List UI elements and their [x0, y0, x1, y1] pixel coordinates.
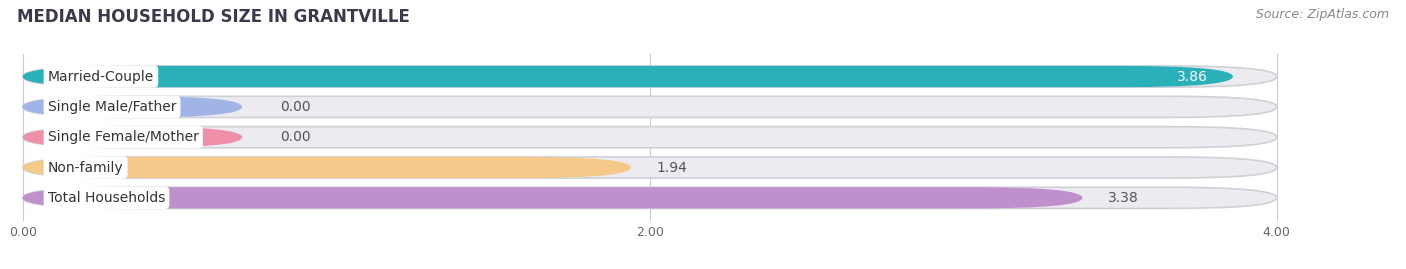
FancyBboxPatch shape	[22, 127, 1277, 148]
Text: Total Households: Total Households	[48, 191, 165, 205]
Text: 3.86: 3.86	[1177, 70, 1208, 84]
FancyBboxPatch shape	[22, 157, 631, 178]
Text: Non-family: Non-family	[48, 161, 124, 175]
FancyBboxPatch shape	[22, 187, 1083, 208]
Text: Source: ZipAtlas.com: Source: ZipAtlas.com	[1256, 8, 1389, 21]
Text: Married-Couple: Married-Couple	[48, 70, 155, 84]
FancyBboxPatch shape	[22, 66, 1233, 87]
Text: Single Male/Father: Single Male/Father	[48, 100, 176, 114]
Text: 0.00: 0.00	[280, 130, 311, 144]
Text: MEDIAN HOUSEHOLD SIZE IN GRANTVILLE: MEDIAN HOUSEHOLD SIZE IN GRANTVILLE	[17, 8, 409, 26]
Text: 3.38: 3.38	[1108, 191, 1139, 205]
FancyBboxPatch shape	[22, 157, 1277, 178]
FancyBboxPatch shape	[22, 96, 242, 118]
FancyBboxPatch shape	[22, 66, 1277, 87]
Text: 1.94: 1.94	[657, 161, 688, 175]
FancyBboxPatch shape	[22, 187, 1277, 208]
FancyBboxPatch shape	[22, 96, 1277, 118]
Text: Single Female/Mother: Single Female/Mother	[48, 130, 198, 144]
Text: 0.00: 0.00	[280, 100, 311, 114]
FancyBboxPatch shape	[22, 127, 242, 148]
